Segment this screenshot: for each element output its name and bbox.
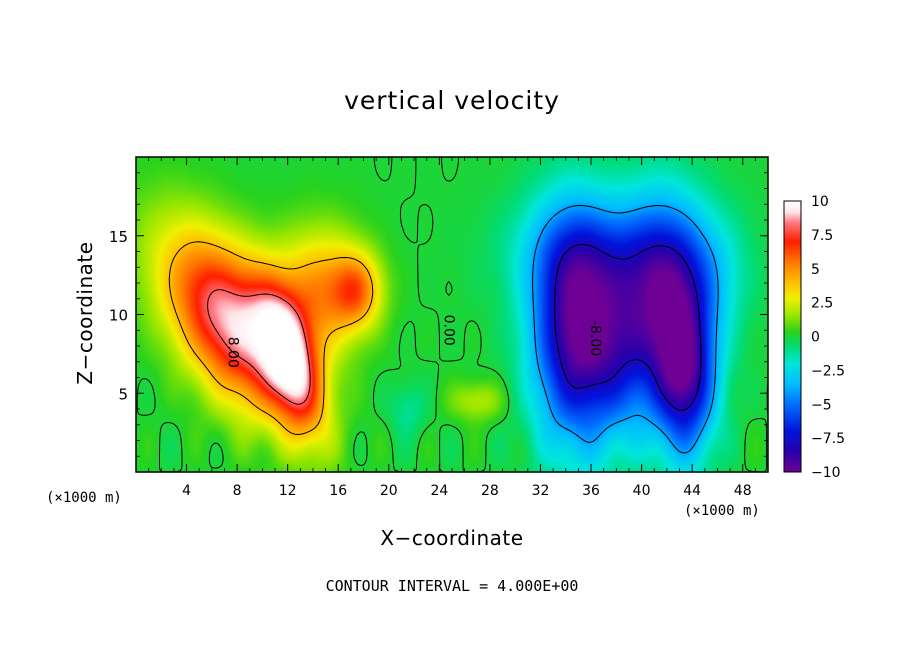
contour-line xyxy=(532,205,719,454)
x-axis-ticks: 4 8 12 16 20 24 28 32 36 40 44 48 xyxy=(148,157,756,499)
x-axis-unit: (×1000 m) xyxy=(684,503,760,519)
x-tick-label: 16 xyxy=(329,483,347,499)
contour-label-group: 8.00 0.00 -8.00 xyxy=(224,315,603,368)
y-tick-label: 15 xyxy=(109,228,128,246)
velocity-field xyxy=(136,157,768,472)
colorbar-tick-label: 0 xyxy=(811,330,820,346)
contour-line xyxy=(168,241,374,435)
colorbar-tick-label: −2.5 xyxy=(811,363,845,379)
x-tick-label: 20 xyxy=(380,483,398,499)
colorbar-tick-label: 7.5 xyxy=(811,228,833,244)
x-tick-label: 8 xyxy=(233,483,242,499)
colorbar xyxy=(784,201,801,472)
x-tick-label: 12 xyxy=(279,483,297,499)
y-axis-label: Z−coordinate xyxy=(73,241,97,385)
y-tick-label: 10 xyxy=(109,307,128,325)
x-tick-label: 40 xyxy=(633,483,651,499)
x-tick-label: 4 xyxy=(182,483,191,499)
x-tick-label: 36 xyxy=(582,483,600,499)
colorbar-tick-label: 10 xyxy=(811,194,829,210)
x-axis-label: X−coordinate xyxy=(380,526,524,550)
contour-line xyxy=(136,156,769,473)
x-tick-label: 44 xyxy=(683,483,701,499)
x-tick-label: 28 xyxy=(481,483,499,499)
contour-label: 8.00 xyxy=(224,337,240,368)
x-tick-label: 48 xyxy=(734,483,752,499)
y-axis-ticks: 5 10 15 xyxy=(109,172,768,457)
x-tick-label: 32 xyxy=(532,483,550,499)
colorbar-frame xyxy=(783,200,802,473)
y-tick-label: 5 xyxy=(118,385,128,403)
colorbar-tick-label: −7.5 xyxy=(811,431,845,447)
contour-lines xyxy=(136,156,769,473)
colorbar-tick-label: 5 xyxy=(811,262,820,278)
chart-title: vertical velocity xyxy=(344,86,560,115)
x-tick-label: 24 xyxy=(430,483,448,499)
y-axis-unit: (×1000 m) xyxy=(46,490,122,506)
contour-line xyxy=(554,243,702,411)
contour-line xyxy=(207,289,311,405)
colorbar-tick-label: 2.5 xyxy=(811,296,833,312)
contour-interval-note: CONTOUR INTERVAL = 4.000E+00 xyxy=(325,577,579,595)
colorbar-tick-label: −10 xyxy=(811,465,841,481)
contour-label: 0.00 xyxy=(440,315,456,346)
colorbar-tick-label: −5 xyxy=(811,397,832,413)
colorbar-ticks: 10 7.5 5 2.5 0 −2.5 −5 −7.5 −10 xyxy=(811,194,845,481)
contour-label: -8.00 xyxy=(587,320,603,356)
